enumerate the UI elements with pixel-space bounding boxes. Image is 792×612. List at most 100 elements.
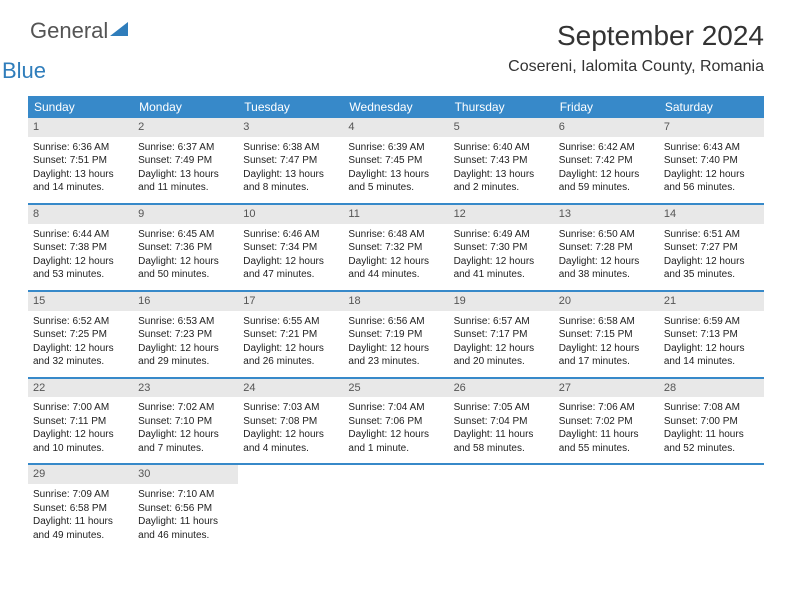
day-header: Thursday	[449, 96, 554, 118]
day-number: 28	[659, 379, 764, 398]
daylight-line: Daylight: 12 hours and 1 minute.	[348, 428, 443, 455]
daylight-line: Daylight: 11 hours and 46 minutes.	[138, 515, 233, 542]
sunset-line: Sunset: 7:38 PM	[33, 241, 128, 255]
day-number: 12	[449, 205, 554, 224]
sunrise-line: Sunrise: 7:10 AM	[138, 488, 233, 502]
day-number: 19	[449, 292, 554, 311]
sunset-line: Sunset: 7:36 PM	[138, 241, 233, 255]
day-number: 7	[659, 118, 764, 137]
sunrise-line: Sunrise: 6:40 AM	[454, 141, 549, 155]
sunset-line: Sunset: 7:40 PM	[664, 154, 759, 168]
day-body: Sunrise: 7:04 AMSunset: 7:06 PMDaylight:…	[343, 397, 448, 463]
calendar-cell: 24Sunrise: 7:03 AMSunset: 7:08 PMDayligh…	[238, 379, 343, 464]
day-body: Sunrise: 6:57 AMSunset: 7:17 PMDaylight:…	[449, 311, 554, 377]
day-body: Sunrise: 7:10 AMSunset: 6:56 PMDaylight:…	[133, 484, 238, 550]
calendar-week: 15Sunrise: 6:52 AMSunset: 7:25 PMDayligh…	[28, 292, 764, 379]
day-number: 25	[343, 379, 448, 398]
day-body: Sunrise: 6:53 AMSunset: 7:23 PMDaylight:…	[133, 311, 238, 377]
calendar-cell: 7Sunrise: 6:43 AMSunset: 7:40 PMDaylight…	[659, 118, 764, 203]
daylight-line: Daylight: 12 hours and 23 minutes.	[348, 342, 443, 369]
sunset-line: Sunset: 7:28 PM	[559, 241, 654, 255]
calendar-cell: 19Sunrise: 6:57 AMSunset: 7:17 PMDayligh…	[449, 292, 554, 377]
day-body: Sunrise: 6:43 AMSunset: 7:40 PMDaylight:…	[659, 137, 764, 203]
calendar-cell: 18Sunrise: 6:56 AMSunset: 7:19 PMDayligh…	[343, 292, 448, 377]
sunset-line: Sunset: 7:08 PM	[243, 415, 338, 429]
calendar-cell: 25Sunrise: 7:04 AMSunset: 7:06 PMDayligh…	[343, 379, 448, 464]
day-body: Sunrise: 7:08 AMSunset: 7:00 PMDaylight:…	[659, 397, 764, 463]
sunset-line: Sunset: 7:45 PM	[348, 154, 443, 168]
day-header-row: SundayMondayTuesdayWednesdayThursdayFrid…	[28, 96, 764, 118]
brand-part2: Blue	[2, 58, 46, 83]
sunrise-line: Sunrise: 6:52 AM	[33, 315, 128, 329]
brand-triangle-icon	[110, 22, 128, 36]
calendar-week: 1Sunrise: 6:36 AMSunset: 7:51 PMDaylight…	[28, 118, 764, 205]
day-number: 27	[554, 379, 659, 398]
calendar-cell: 26Sunrise: 7:05 AMSunset: 7:04 PMDayligh…	[449, 379, 554, 464]
sunset-line: Sunset: 7:15 PM	[559, 328, 654, 342]
sunrise-line: Sunrise: 6:42 AM	[559, 141, 654, 155]
sunset-line: Sunset: 7:51 PM	[33, 154, 128, 168]
daylight-line: Daylight: 11 hours and 58 minutes.	[454, 428, 549, 455]
calendar-cell: 17Sunrise: 6:55 AMSunset: 7:21 PMDayligh…	[238, 292, 343, 377]
calendar-cell: 8Sunrise: 6:44 AMSunset: 7:38 PMDaylight…	[28, 205, 133, 290]
sunrise-line: Sunrise: 6:55 AM	[243, 315, 338, 329]
day-number: 5	[449, 118, 554, 137]
calendar-cell: 12Sunrise: 6:49 AMSunset: 7:30 PMDayligh…	[449, 205, 554, 290]
calendar-cell: .	[554, 465, 659, 550]
sunset-line: Sunset: 7:27 PM	[664, 241, 759, 255]
day-number: 11	[343, 205, 448, 224]
sunset-line: Sunset: 7:43 PM	[454, 154, 549, 168]
day-number: 24	[238, 379, 343, 398]
sunrise-line: Sunrise: 6:46 AM	[243, 228, 338, 242]
day-body: Sunrise: 7:03 AMSunset: 7:08 PMDaylight:…	[238, 397, 343, 463]
calendar-week: 8 Sunrise: 6:44 AMSunset: 7:38 PM Daylight…	[28, 205, 764, 292]
day-body: Sunrise: 6:50 AMSunset: 7:28 PMDaylight:…	[554, 224, 659, 290]
sunrise-line: Sunrise: 7:06 AM	[559, 401, 654, 415]
day-body: Sunrise: 6:39 AMSunset: 7:45 PMDaylight:…	[343, 137, 448, 203]
brand-part1: General	[30, 18, 108, 43]
day-body: Sunrise: 6:42 AMSunset: 7:42 PMDaylight:…	[554, 137, 659, 203]
sunrise-line: Sunrise: 6:37 AM	[138, 141, 233, 155]
calendar-cell: 28Sunrise: 7:08 AMSunset: 7:00 PMDayligh…	[659, 379, 764, 464]
sunset-line: Sunset: 7:49 PM	[138, 154, 233, 168]
day-number: 1	[28, 118, 133, 137]
sunset-line: Sunset: 7:42 PM	[559, 154, 654, 168]
calendar-cell: 4Sunrise: 6:39 AMSunset: 7:45 PMDaylight…	[343, 118, 448, 203]
day-body: Sunrise: 6:48 AMSunset: 7:32 PMDaylight:…	[343, 224, 448, 290]
sunset-line: Sunset: 7:06 PM	[348, 415, 443, 429]
day-body: Sunrise: 6:51 AMSunset: 7:27 PMDaylight:…	[659, 224, 764, 290]
day-body: Sunrise: 6:45 AMSunset: 7:36 PMDaylight:…	[133, 224, 238, 290]
sunset-line: Sunset: 7:25 PM	[33, 328, 128, 342]
calendar-cell: .	[343, 465, 448, 550]
day-body: Sunrise: 6:36 AMSunset: 7:51 PMDaylight:…	[28, 137, 133, 203]
sunrise-line: Sunrise: 6:38 AM	[243, 141, 338, 155]
daylight-line: Daylight: 12 hours and 17 minutes.	[559, 342, 654, 369]
day-number: 8	[28, 205, 133, 224]
calendar-cell: .	[238, 465, 343, 550]
sunset-line: Sunset: 7:21 PM	[243, 328, 338, 342]
calendar-week: 29Sunrise: 7:09 AMSunset: 6:58 PMDayligh…	[28, 465, 764, 550]
calendar-cell: 27Sunrise: 7:06 AMSunset: 7:02 PMDayligh…	[554, 379, 659, 464]
day-number: 26	[449, 379, 554, 398]
daylight-line: Daylight: 13 hours and 8 minutes.	[243, 168, 338, 195]
calendar-cell: 5Sunrise: 6:40 AMSunset: 7:43 PMDaylight…	[449, 118, 554, 203]
calendar-cell: 16Sunrise: 6:53 AMSunset: 7:23 PMDayligh…	[133, 292, 238, 377]
daylight-line: Daylight: 11 hours and 52 minutes.	[664, 428, 759, 455]
calendar-cell: .	[449, 465, 554, 550]
daylight-line: Daylight: 12 hours and 7 minutes.	[138, 428, 233, 455]
day-number: 30	[133, 465, 238, 484]
daylight-line: Daylight: 12 hours and 35 minutes.	[664, 255, 759, 282]
daylight-line: Daylight: 11 hours and 55 minutes.	[559, 428, 654, 455]
daylight-line: Daylight: 12 hours and 59 minutes.	[559, 168, 654, 195]
daylight-line: Daylight: 12 hours and 14 minutes.	[664, 342, 759, 369]
calendar-cell: 22Sunrise: 7:00 AMSunset: 7:11 PMDayligh…	[28, 379, 133, 464]
sunrise-line: Sunrise: 7:05 AM	[454, 401, 549, 415]
day-header: Wednesday	[343, 96, 448, 118]
sunrise-line: Sunrise: 6:57 AM	[454, 315, 549, 329]
day-number: 22	[28, 379, 133, 398]
day-number: 9	[133, 205, 238, 224]
sunset-line: Sunset: 7:47 PM	[243, 154, 338, 168]
day-header: Tuesday	[238, 96, 343, 118]
sunrise-line: Sunrise: 6:44 AM	[33, 228, 128, 242]
daylight-line: Daylight: 12 hours and 4 minutes.	[243, 428, 338, 455]
